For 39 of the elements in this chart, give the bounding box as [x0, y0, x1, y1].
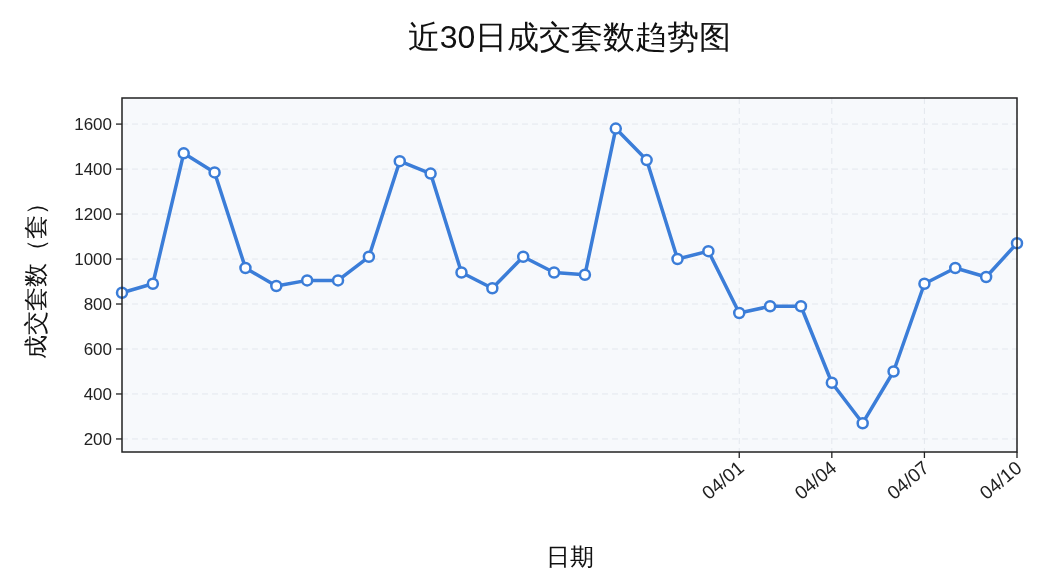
point — [918, 277, 931, 291]
point — [177, 147, 190, 160]
y-tick-label: 1400 — [74, 160, 112, 180]
y-tick-label: 200 — [83, 429, 112, 449]
point — [331, 274, 345, 287]
point — [362, 250, 376, 264]
y-tick-label: 400 — [83, 384, 112, 404]
y-axis-title: 成交套数（套） — [22, 191, 49, 359]
y-tick-label: 800 — [83, 295, 112, 315]
point — [732, 306, 746, 320]
point — [146, 277, 160, 291]
point — [640, 153, 653, 167]
point — [949, 261, 962, 275]
point — [763, 300, 777, 313]
point — [300, 274, 314, 287]
point — [455, 266, 468, 279]
point — [979, 270, 993, 284]
x-axis-title: 日期 — [545, 543, 594, 570]
point — [486, 282, 499, 295]
point — [393, 154, 407, 168]
point — [794, 300, 808, 313]
point — [856, 416, 869, 430]
point — [702, 244, 715, 258]
point — [547, 266, 561, 279]
point — [424, 167, 437, 180]
point — [671, 252, 684, 266]
chart-title: 近30日成交套数趋势图 — [407, 19, 732, 55]
point — [578, 268, 592, 282]
point — [516, 250, 530, 264]
y-tick-label: 600 — [83, 339, 112, 359]
point — [270, 279, 283, 293]
y-tick-label: 1000 — [74, 250, 112, 270]
point — [887, 365, 900, 378]
point — [239, 261, 252, 275]
point — [609, 122, 623, 135]
y-tick-label: 1200 — [74, 205, 112, 225]
point — [208, 166, 221, 179]
y-tick-label: 1600 — [74, 115, 112, 135]
point — [825, 376, 839, 389]
